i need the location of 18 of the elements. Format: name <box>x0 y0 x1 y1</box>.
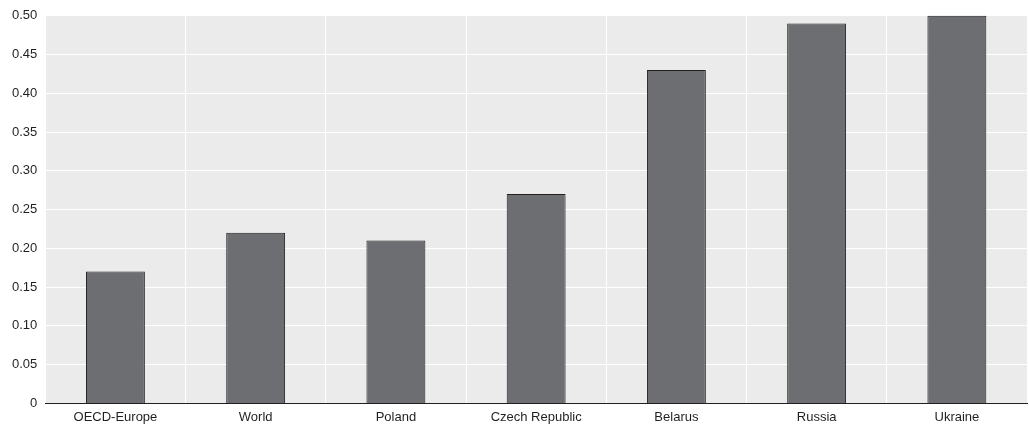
x-tick-label: OECD-Europe <box>73 408 158 424</box>
y-tick-label: 0.25 <box>11 201 38 217</box>
y-tick-label: 0.35 <box>11 123 38 139</box>
y-tick-label: 0.20 <box>11 239 38 255</box>
y-tick-label: 0.45 <box>11 46 38 62</box>
y-tick-label: 0.15 <box>11 278 38 294</box>
y-tick-label: 0.30 <box>11 162 38 178</box>
x-tick-label: Poland <box>375 408 417 424</box>
y-tick-label: 0 <box>30 394 38 410</box>
x-tick-label: Belarus <box>654 408 699 424</box>
x-tick-label: Ukraine <box>934 408 980 424</box>
y-tick-label: 0.10 <box>11 317 38 333</box>
x-tick-label: Czech Republic <box>490 408 583 424</box>
y-tick-label: 0.05 <box>11 356 38 372</box>
y-tick-label: 0.40 <box>11 84 38 100</box>
x-tick-label: Russia <box>796 408 838 424</box>
x-tick-label: World <box>238 408 273 424</box>
y-tick-label: 0.50 <box>11 7 38 23</box>
